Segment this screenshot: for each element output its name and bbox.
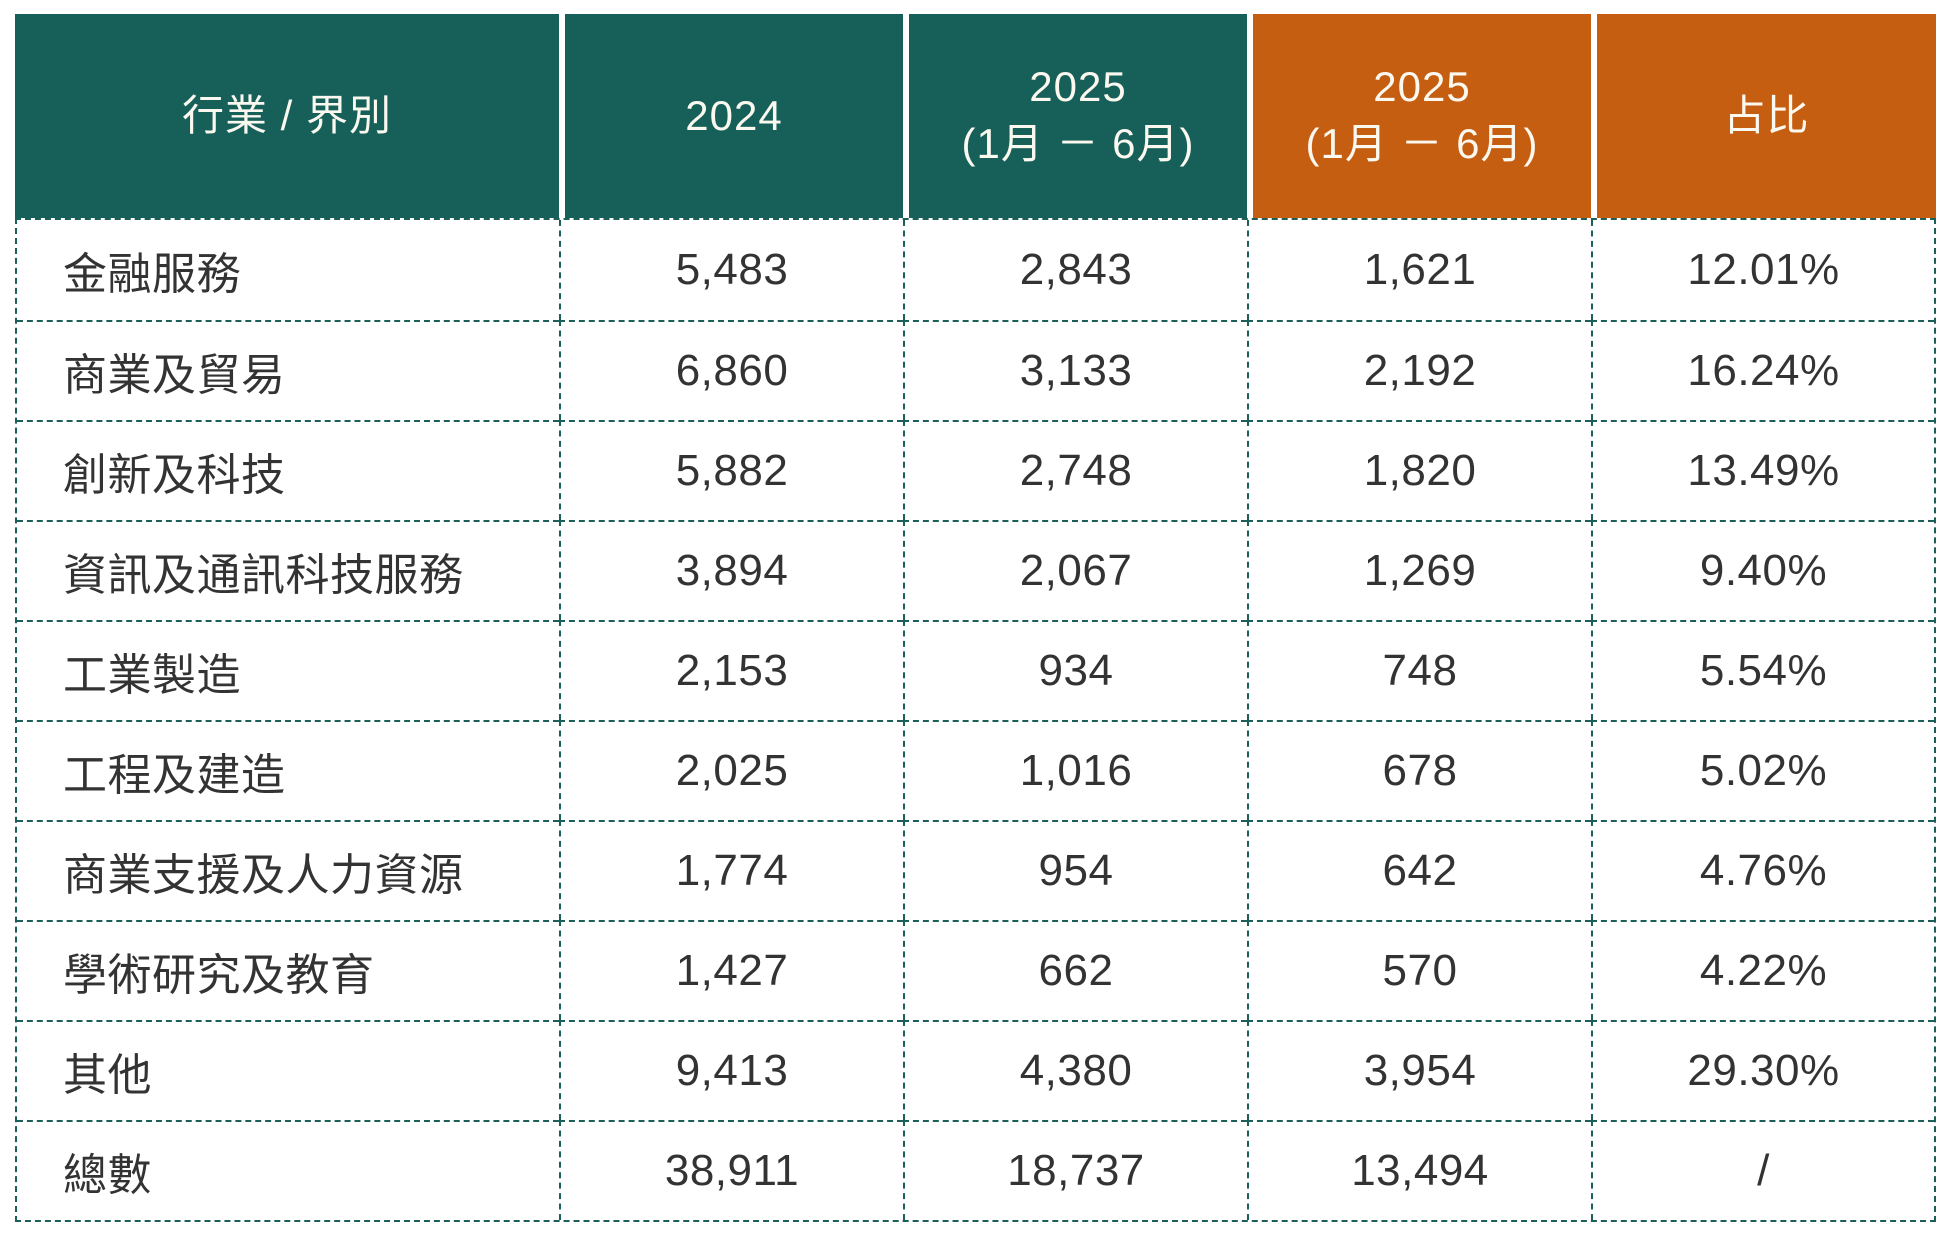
table-row: 資訊及通訊科技服務 3,894 2,067 1,269 9.40% [17, 520, 1934, 620]
value-cell: 2,025 [559, 720, 903, 820]
table-row: 商業及貿易 6,860 3,133 2,192 16.24% [17, 320, 1934, 420]
table-row: 其他 9,413 4,380 3,954 29.30% [17, 1020, 1934, 1120]
value-cell: 13,494 [1247, 1120, 1591, 1220]
value-cell: 18,737 [903, 1120, 1247, 1220]
value-cell: 4.76% [1591, 820, 1934, 920]
value-cell: 2,067 [903, 520, 1247, 620]
header-label-line: 行業 / 界別 [181, 91, 392, 139]
value-cell: 934 [903, 620, 1247, 720]
table-row: 創新及科技 5,882 2,748 1,820 13.49% [17, 420, 1934, 520]
industry-name-cell: 總數 [17, 1120, 559, 1220]
value-cell: 38,911 [559, 1120, 903, 1220]
table-row: 工程及建造 2,025 1,016 678 5.02% [17, 720, 1934, 820]
value-cell: 5.02% [1591, 720, 1934, 820]
table-row: 總數 38,911 18,737 13,494/ [17, 1120, 1934, 1220]
table-row: 工業製造 2,153 934 748 5.54% [17, 620, 1934, 720]
value-cell: 570 [1247, 920, 1591, 1020]
table-header-row: 行業 / 界別 2024 2025 (1月 － 6月) 2025 (1月 － 6月) 占比 [15, 14, 1936, 218]
value-cell: 3,954 [1247, 1020, 1591, 1120]
value-cell: 2,843 [903, 220, 1247, 320]
header-cell-2: 2025 (1月 － 6月) [903, 14, 1247, 218]
value-cell: 1,621 [1247, 220, 1591, 320]
industry-name-cell: 學術研究及教育 [17, 920, 559, 1020]
industry-name-cell: 工程及建造 [17, 720, 559, 820]
value-cell: 1,820 [1247, 420, 1591, 520]
industry-name-cell: 工業製造 [17, 620, 559, 720]
value-cell: 5,882 [559, 420, 903, 520]
value-cell: 6,860 [559, 320, 903, 420]
header-label-line: (1月 － 6月) [961, 120, 1195, 167]
value-cell: 1,427 [559, 920, 903, 1020]
industry-name-cell: 資訊及通訊科技服務 [17, 520, 559, 620]
industry-name-cell: 商業及貿易 [17, 320, 559, 420]
value-cell: 2,748 [903, 420, 1247, 520]
value-cell: 642 [1247, 820, 1591, 920]
value-cell: 1,269 [1247, 520, 1591, 620]
value-cell: 29.30% [1591, 1020, 1934, 1120]
header-label-line: 2025 [1029, 63, 1127, 111]
table-body: 金融服務 5,483 2,843 1,621 12.01% 商業及貿易 6,860 3,133… [15, 218, 1936, 1222]
value-cell: 954 [903, 820, 1247, 920]
header-label-line: 占比 [1723, 91, 1810, 139]
value-cell: 5.54% [1591, 620, 1934, 720]
header-cell-0: 行業 / 界別 [15, 14, 559, 218]
value-cell: 4,380 [903, 1020, 1247, 1120]
value-cell: 2,192 [1247, 320, 1591, 420]
value-cell: 13.49% [1591, 420, 1934, 520]
industry-name-cell: 創新及科技 [17, 420, 559, 520]
value-cell: 16.24% [1591, 320, 1934, 420]
industry-name-cell: 金融服務 [63, 250, 241, 299]
value-cell: 12.01% [1591, 220, 1934, 320]
value-cell: 678 [1247, 720, 1591, 820]
table-row: 商業支援及人力資源 1,774 954 642 4.76% [17, 820, 1934, 920]
header-label-line: 2024 [685, 91, 783, 139]
header-cell-4: 占比 [1591, 14, 1936, 218]
industry-name-cell: 其他 [17, 1020, 559, 1120]
value-cell: / [1591, 1120, 1934, 1220]
value-cell: 9,413 [559, 1020, 903, 1120]
value-cell: 748 [1247, 620, 1591, 720]
header-label-line: 2025 [1373, 63, 1471, 111]
value-cell: 4.22% [1591, 920, 1934, 1020]
value-cell: 3,133 [903, 320, 1247, 420]
value-cell: 1,774 [559, 820, 903, 920]
table-row: 金融服務 5,483 2,843 1,621 12.01% [17, 220, 1934, 320]
header-cell-3: 2025 (1月 － 6月) [1247, 14, 1591, 218]
value-cell: 3,894 [559, 520, 903, 620]
value-cell: 5,483 [559, 220, 903, 320]
industry-name-cell: 商業支援及人力資源 [17, 820, 559, 920]
value-cell: 1,016 [903, 720, 1247, 820]
header-cell-1: 2024 [559, 14, 903, 218]
value-cell: 2,153 [559, 620, 903, 720]
value-cell: 9.40% [1591, 520, 1934, 620]
industry-sector-table: 行業 / 界別 2024 2025 (1月 － 6月) 2025 (1月 － 6月) 占比 … [15, 14, 1936, 1222]
table-row: 學術研究及教育 1,427 662 570 4.22% [17, 920, 1934, 1020]
value-cell: 662 [903, 920, 1247, 1020]
header-label-line: (1月 － 6月) [1305, 120, 1539, 167]
